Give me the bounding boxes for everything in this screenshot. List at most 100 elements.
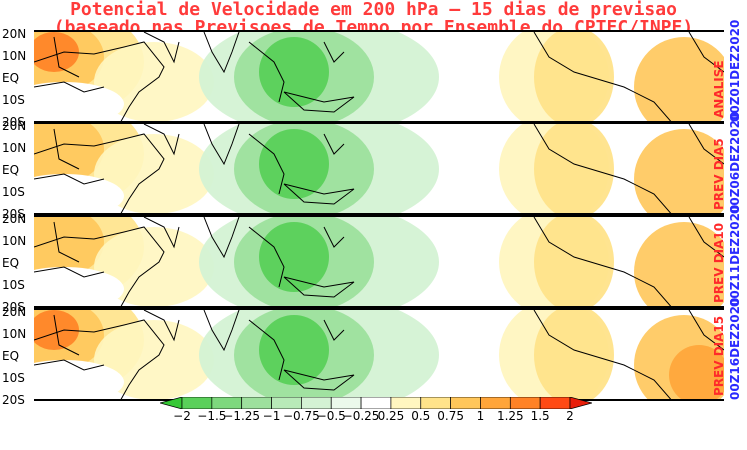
lat-label: 10S [2, 278, 25, 292]
coastline-africa [34, 41, 165, 121]
border-africa-1 [34, 81, 105, 93]
border-africa-2 [53, 36, 80, 78]
lat-label: 20S [2, 115, 25, 129]
lat-label: 10N [2, 141, 27, 155]
shade-pacific-strong [259, 37, 329, 107]
colorbar-cells [181, 397, 571, 409]
border-africa-2 [53, 221, 80, 263]
lat-label: 20S [2, 300, 25, 314]
lat-label: 10S [2, 371, 25, 385]
lat-label: 10S [2, 93, 25, 107]
coastline-philippines [323, 319, 345, 341]
shade-south-africa-white [34, 174, 124, 213]
shade-atlantic-mid [634, 37, 724, 121]
coastline-indonesia [283, 183, 355, 205]
panel-date-label: 00Z11DEZ2020 [728, 204, 742, 307]
map-title-line1: Potencial de Velocidade em 200 hPa – 15 … [70, 0, 677, 20]
colorbar [160, 397, 592, 409]
shade-samerica-mid [534, 32, 614, 121]
map-panel-1 [34, 30, 724, 123]
lat-label: 10N [2, 327, 27, 341]
shade-indian-ocean [94, 320, 214, 399]
colorbar-tick-label: 0.25 [377, 409, 405, 423]
colorbar-cell [241, 397, 272, 409]
lat-label: 20S [2, 207, 25, 221]
border-africa-2 [53, 314, 80, 356]
panel-type-label: PREV DIA10 [712, 222, 726, 303]
lat-label: 10N [2, 234, 27, 248]
coastline-india [203, 32, 240, 74]
colorbar-cell [330, 397, 362, 409]
coastline-india [203, 124, 240, 166]
map-panel-3 [34, 215, 724, 308]
coastline-west-africa [688, 217, 724, 258]
colorbar-tick-label: 2 [566, 409, 574, 423]
coastline-west-africa [688, 124, 724, 165]
shade-samerica-mid [534, 310, 614, 399]
colorbar-cell [450, 397, 481, 409]
coastline-india [203, 310, 240, 352]
colorbar-tick-label: −1 [262, 409, 281, 423]
coastline-central-america [533, 310, 672, 399]
lat-label: 10N [2, 49, 27, 63]
coastline-arabia [143, 124, 180, 156]
colorbar-tick-label: 1.25 [496, 409, 524, 423]
coastline-philippines [323, 41, 345, 63]
shade-atlantic-mid [634, 129, 724, 213]
shade-samerica-mid [534, 217, 614, 306]
shade-indian-ocean [94, 134, 214, 213]
lat-label: 10S [2, 185, 25, 199]
colorbar-cell [509, 397, 541, 409]
coastline-arabia [143, 310, 180, 342]
shade-pacific-strong [259, 315, 329, 385]
shade-south-africa-white [34, 267, 124, 306]
colorbar-tick-label: −1.5 [197, 409, 227, 423]
colorbar-cell [211, 397, 243, 409]
shade-africa-mid [34, 217, 104, 277]
coastline-central-america [533, 217, 672, 306]
map-panel-4 [34, 308, 724, 401]
lat-label: EQ [2, 349, 20, 363]
colorbar-cell [480, 397, 511, 409]
coastline-africa [34, 133, 165, 213]
border-africa-1 [34, 173, 105, 185]
lat-label: 20S [2, 393, 25, 407]
panel-date-label: 00Z06DEZ2020 [728, 111, 742, 214]
coastline-arabia [143, 32, 180, 64]
lat-label: 20N [2, 212, 27, 226]
shade-pacific-strong [259, 222, 329, 292]
coastline-central-america [533, 32, 672, 121]
lat-label: EQ [2, 256, 20, 270]
lat-label: 20N [2, 27, 27, 41]
velocity-potential-map [34, 217, 724, 306]
shade-africa-mid [34, 124, 104, 184]
colorbar-right-arrow [569, 397, 592, 409]
shade-south-africa-white [34, 360, 124, 399]
shade-south-africa-white [34, 82, 124, 121]
coastline-indonesia [283, 91, 355, 113]
shade-atlantic-mid [634, 222, 724, 306]
shade-pacific-strong [259, 129, 329, 199]
map-panel-2 [34, 122, 724, 215]
colorbar-cell [420, 397, 451, 409]
border-africa-1 [34, 266, 105, 278]
lat-label: 20N [2, 119, 27, 133]
coastline-africa [34, 226, 165, 306]
colorbar-cell [271, 397, 302, 409]
colorbar-labels: −2 −1.5 −1.25 −1 −0.75 −0.5 −0.25 0.25 0.5 0.75 1 1… [160, 409, 590, 425]
velocity-potential-map [34, 32, 724, 121]
velocity-potential-map [34, 310, 724, 399]
panel-type-label: PREV DIA15 [712, 315, 726, 396]
panel-type-label: ANALISE [712, 60, 726, 118]
shade-samerica-mid [534, 124, 614, 213]
coastline-india [203, 217, 240, 259]
lat-label: EQ [2, 71, 20, 85]
coastline-indonesia [283, 276, 355, 298]
coastline-africa [34, 319, 165, 399]
colorbar-cell [539, 397, 571, 409]
panel-type-label: PREV DIA5 [712, 138, 726, 210]
lat-label: EQ [2, 163, 20, 177]
colorbar-cell [181, 397, 213, 409]
shade-atlantic-strong [669, 345, 724, 399]
shade-indian-ocean [94, 227, 214, 306]
